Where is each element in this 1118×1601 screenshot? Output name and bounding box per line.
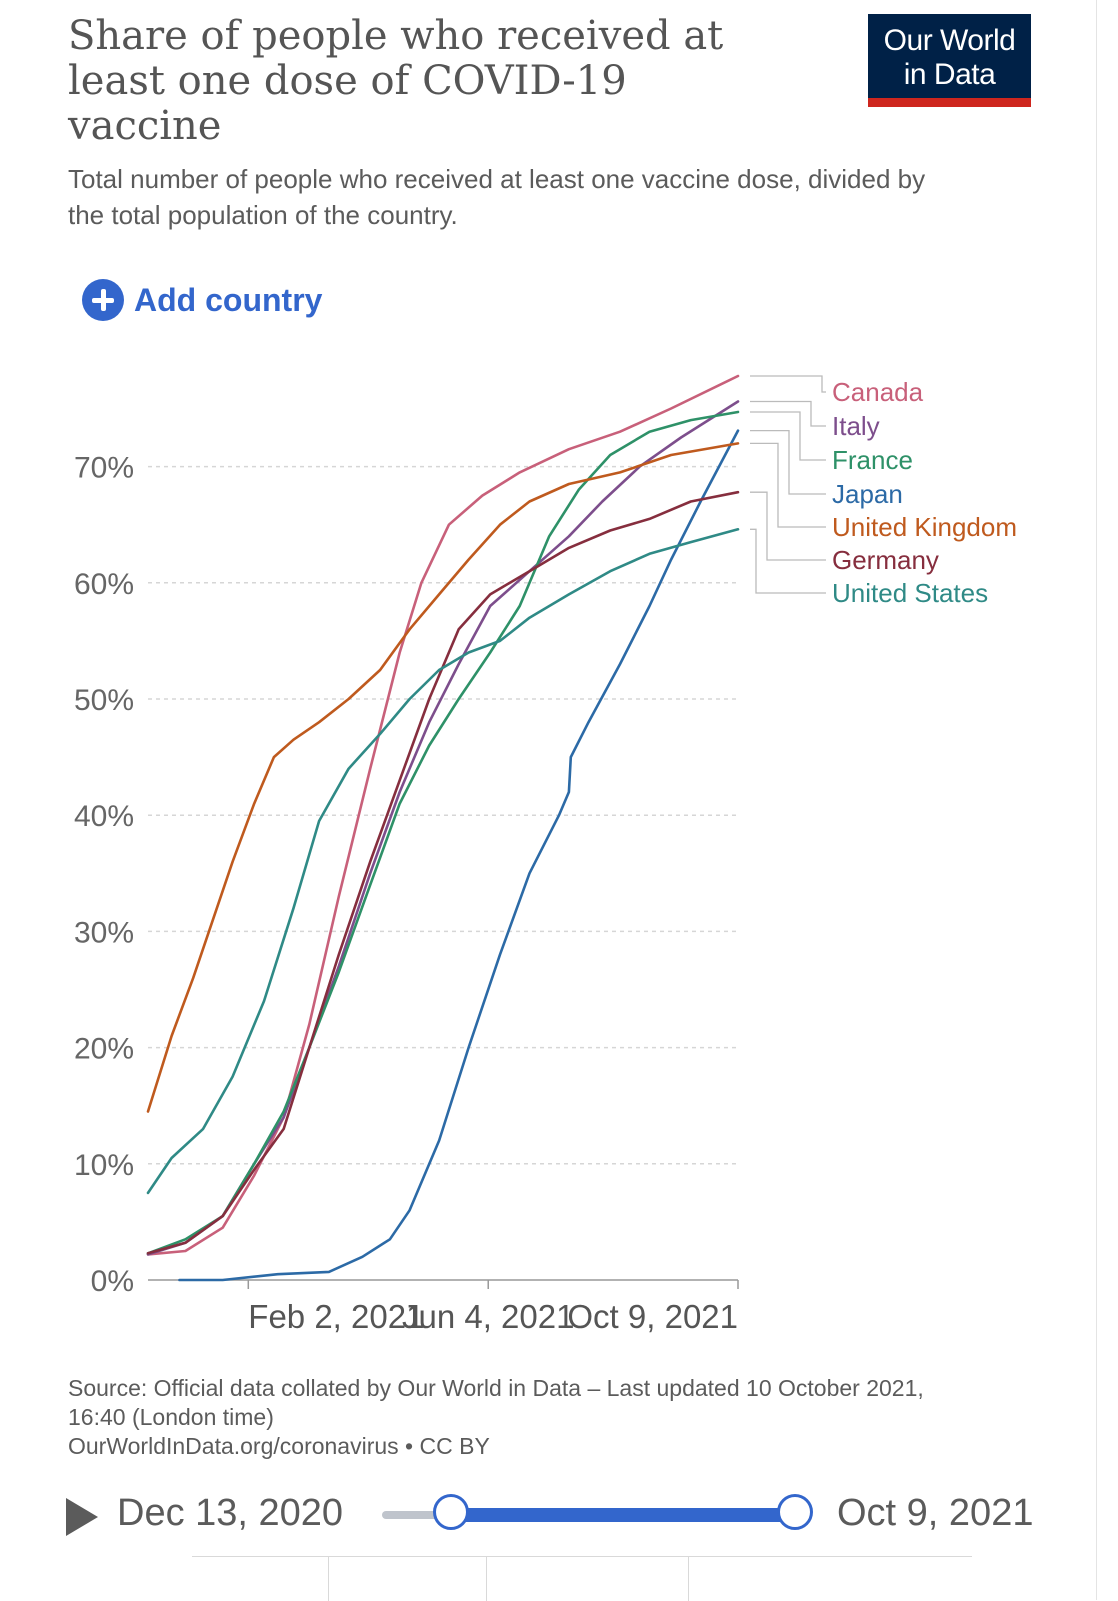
source-text: Source: Official data collated by Our Wo…	[68, 1375, 924, 1430]
logo-red-bar	[868, 98, 1031, 107]
add-country-button[interactable]: Add country	[82, 279, 322, 321]
chart-title: Share of people who received at least on…	[68, 13, 724, 149]
series-line-france	[146, 410, 740, 1255]
legend-connector	[750, 411, 826, 461]
source-note: Source: Official data collated by Our Wo…	[68, 1374, 968, 1461]
x-tick-label: Oct 9, 2021	[567, 1298, 738, 1335]
timeline-control: Dec 13, 2020 Oct 9, 2021	[0, 1482, 1096, 1552]
y-tick-label: 0%	[91, 1265, 134, 1298]
x-tick-label: Jun 4, 2021	[402, 1298, 574, 1335]
legend-label-japan: Japan	[832, 479, 903, 509]
chart-subtitle: Total number of people who received at l…	[68, 164, 926, 230]
series-line-united-kingdom	[146, 442, 740, 1113]
y-tick-label: 50%	[74, 684, 134, 717]
series-line-united-states	[146, 528, 740, 1195]
x-tick-label: Feb 2, 2021	[248, 1298, 424, 1335]
play-icon[interactable]	[66, 1498, 98, 1536]
y-tick-label: 60%	[74, 568, 134, 601]
legend-connector	[750, 528, 826, 594]
add-country-label: Add country	[134, 281, 323, 318]
legend-connector	[750, 400, 826, 427]
y-tick-label: 40%	[74, 800, 134, 833]
y-tick-label: 70%	[74, 452, 134, 485]
legend-label-united-states: United States	[832, 578, 988, 608]
legend-label-france: France	[832, 445, 913, 475]
tab-divider	[688, 1557, 689, 1601]
legend-connector	[750, 442, 826, 528]
timeline-end-label: Oct 9, 2021	[837, 1492, 1034, 1534]
legend-label-united-kingdom: United Kingdom	[832, 512, 1017, 542]
series-line-canada	[146, 374, 740, 1256]
plus-circle-icon	[82, 279, 124, 321]
y-tick-label: 10%	[74, 1149, 134, 1182]
timeline-start-label: Dec 13, 2020	[117, 1492, 344, 1534]
timeline-selected-range	[451, 1508, 795, 1522]
legend-connector	[750, 491, 826, 561]
legend-connector	[750, 429, 826, 495]
timeline-start-handle[interactable]	[433, 1494, 469, 1530]
source-link[interactable]: OurWorldInData.org/coronavirus • CC BY	[68, 1433, 490, 1459]
y-tick-label: 30%	[74, 916, 134, 949]
bottom-tabs	[192, 1556, 972, 1601]
y-tick-label: 20%	[74, 1033, 134, 1066]
logo-line-1: Our World	[883, 24, 1016, 57]
tab-divider	[486, 1557, 487, 1601]
logo-line-2: in Data	[903, 58, 996, 91]
timeline-end-handle[interactable]	[777, 1494, 813, 1530]
legend-connector	[750, 375, 826, 393]
series-line-germany	[146, 490, 740, 1255]
tab-divider	[328, 1557, 329, 1601]
legend-label-germany: Germany	[832, 545, 939, 575]
legend-label-canada: Canada	[832, 377, 924, 407]
owid-logo[interactable]: Our World in Data	[868, 14, 1031, 107]
series-line-japan	[178, 429, 740, 1282]
legend-label-italy: Italy	[832, 411, 880, 441]
